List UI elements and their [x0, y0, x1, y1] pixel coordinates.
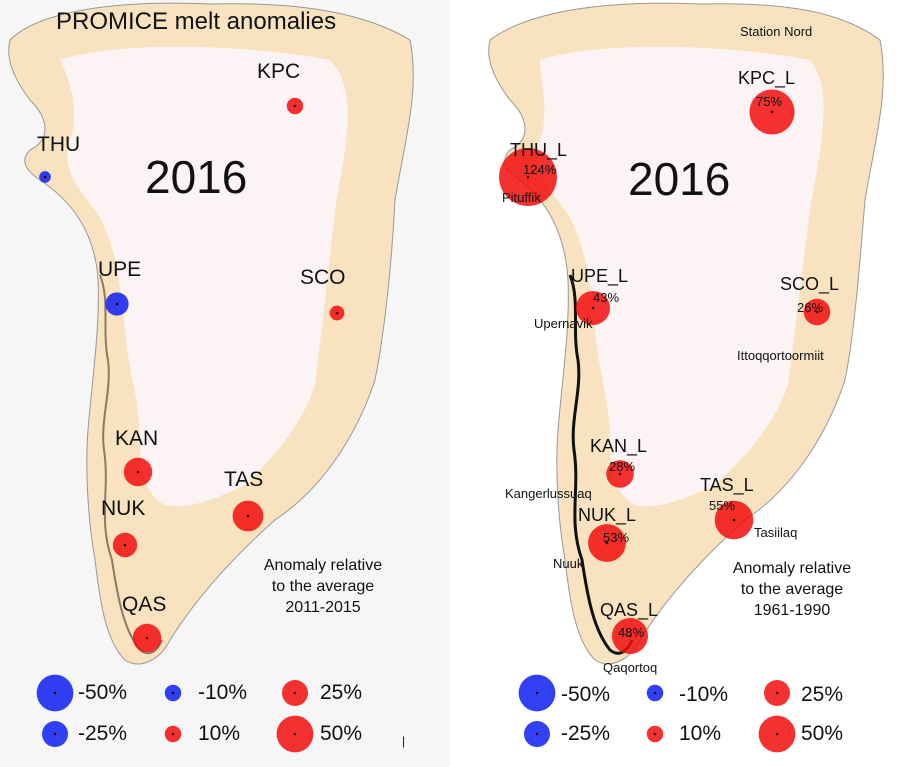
- station-label: KAN_L: [590, 436, 648, 456]
- station-label: UPE: [98, 258, 142, 281]
- percent-label: 55%: [709, 498, 736, 513]
- reference-period-note: Anomaly relative to the average 1961-199…: [732, 560, 852, 619]
- town-label: Pituffik: [502, 190, 541, 205]
- station-dot: [526, 175, 530, 179]
- ice-sheet: [537, 46, 824, 507]
- town-label: Station Nord: [740, 24, 813, 39]
- station-dot: [293, 104, 297, 108]
- station-dot: [628, 634, 632, 638]
- legend-label: -25%: [78, 722, 128, 745]
- station-label: UPE_L: [571, 266, 629, 286]
- year-label: 2016: [628, 153, 731, 205]
- station-dot: [605, 541, 609, 545]
- percent-label: 53%: [603, 530, 630, 545]
- station-dot: [815, 310, 819, 314]
- legend-label: -50%: [78, 681, 128, 704]
- town-label: Qaqortoq: [603, 660, 658, 675]
- station-label: THU_L: [510, 140, 568, 160]
- percent-label: 75%: [756, 94, 783, 109]
- legend-label: 10%: [198, 722, 241, 745]
- percent-label: 48%: [618, 625, 645, 640]
- marker-layer: [39, 97, 345, 653]
- tick-mark: |: [402, 734, 406, 748]
- station-dot: [732, 518, 736, 522]
- station-dot: [115, 302, 119, 306]
- year-label: 2016: [145, 151, 248, 203]
- percent-label: 124%: [523, 162, 557, 177]
- coastline: [568, 274, 634, 655]
- town-label: Nuuk: [553, 556, 584, 571]
- reference-period-note: Anomaly relative to the average 2011-201…: [263, 557, 383, 616]
- station-label: TAS_L: [700, 475, 754, 495]
- greenland-map-left: [8, 2, 414, 665]
- left-map-panel: PROMICE melt anomalies 2016 KPC THU UPE …: [8, 2, 414, 753]
- station-dot: [591, 306, 595, 310]
- legend-label: 25%: [801, 683, 844, 706]
- station-label: QAS_L: [600, 600, 659, 620]
- station-label: THU: [37, 133, 81, 156]
- town-label: Kangerlussuaq: [505, 486, 592, 501]
- station-dot: [136, 470, 140, 474]
- station-label: NUK_L: [578, 505, 637, 525]
- station-label: SCO_L: [780, 274, 840, 294]
- legend-label: -50%: [561, 683, 611, 706]
- station-dot: [770, 110, 774, 114]
- station-label: TAS: [224, 468, 264, 491]
- ice-sheet: [60, 46, 348, 507]
- town-label: Ittoqqortoormiit: [737, 348, 824, 363]
- legend-label: 50%: [801, 722, 844, 745]
- station-dot: [335, 311, 339, 315]
- station-label: KPC_L: [738, 68, 796, 88]
- town-label: Upernavik: [534, 316, 593, 331]
- station-dot: [123, 543, 127, 547]
- station-label: SCO: [300, 266, 346, 289]
- station-label: KPC: [257, 60, 301, 83]
- town-label: Tasiilaq: [754, 525, 798, 540]
- legend-label: -10%: [679, 683, 729, 706]
- percent-label: 28%: [609, 459, 636, 474]
- station-dot: [43, 175, 47, 179]
- legend-label: 10%: [679, 722, 722, 745]
- legend-label: -10%: [198, 681, 248, 704]
- legend-label: 50%: [320, 722, 363, 745]
- station-dot: [618, 472, 622, 476]
- percent-label: 26%: [797, 300, 824, 315]
- legend-label: 25%: [320, 681, 363, 704]
- station-dot: [246, 514, 250, 518]
- station-label: NUK: [101, 497, 146, 520]
- percent-label: 43%: [593, 290, 620, 305]
- station-label: KAN: [115, 427, 159, 450]
- greenland-map-right: [488, 2, 884, 665]
- station-dot: [145, 636, 149, 640]
- legend-label: -25%: [561, 722, 611, 745]
- map-title: PROMICE melt anomalies: [56, 8, 337, 35]
- marker-layer: [499, 89, 831, 655]
- right-map-panel: 2016 KPC_L 75% THU_L 124% UPE_L 43% SCO_…: [450, 0, 900, 767]
- station-label: QAS: [122, 593, 167, 616]
